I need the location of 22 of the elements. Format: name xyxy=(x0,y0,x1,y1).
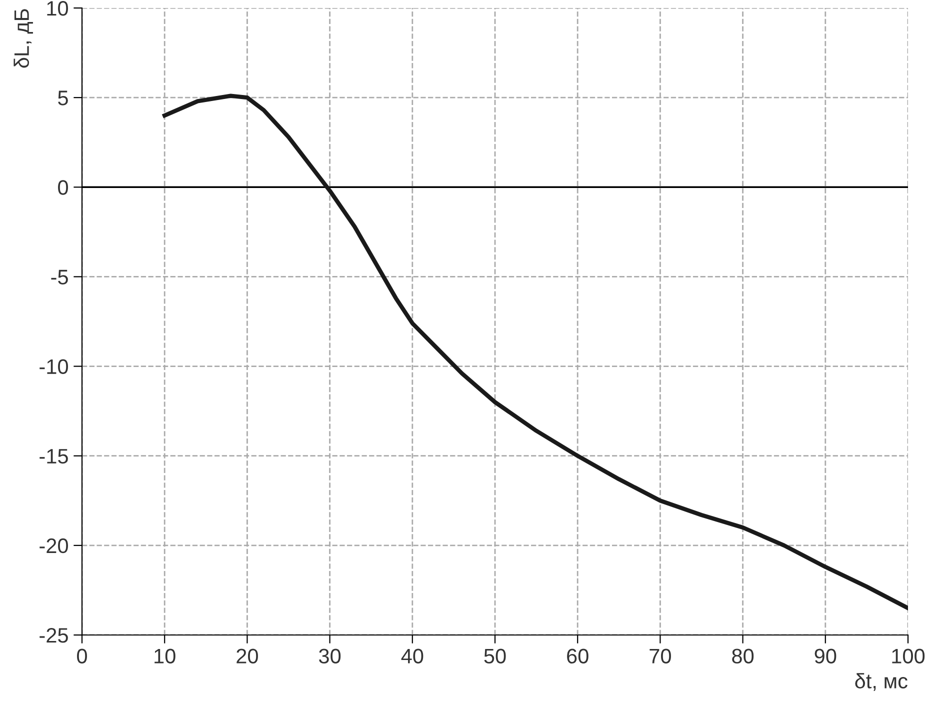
x-tick-label: 50 xyxy=(484,648,506,664)
y-axis-title: δL, дБ xyxy=(14,9,33,68)
y-tick-label: 5 xyxy=(58,90,68,106)
y-tick-label: -20 xyxy=(40,538,68,554)
x-tick-label: 0 xyxy=(77,648,87,664)
x-tick-label: 80 xyxy=(732,648,754,664)
x-tick-label: 60 xyxy=(567,648,588,664)
x-axis-title: δt, мс xyxy=(855,673,908,691)
x-tick-label: 40 xyxy=(401,648,424,664)
y-tick-label: -5 xyxy=(51,270,68,284)
y-tick-label: 0 xyxy=(58,180,68,195)
x-tick-label: 30 xyxy=(319,648,341,664)
x-tick-label: 90 xyxy=(814,648,836,664)
y-tick-label: -25 xyxy=(40,628,68,643)
y-tick-label: -10 xyxy=(40,359,68,374)
x-tick-label: 20 xyxy=(236,648,258,664)
line-series xyxy=(162,94,908,610)
x-tick-label: 70 xyxy=(650,648,671,664)
x-tick-label: 10 xyxy=(154,648,176,664)
y-tick-label: 10 xyxy=(47,1,68,16)
x-tick-label: 100 xyxy=(892,648,925,664)
y-tick-label: -15 xyxy=(40,449,68,464)
